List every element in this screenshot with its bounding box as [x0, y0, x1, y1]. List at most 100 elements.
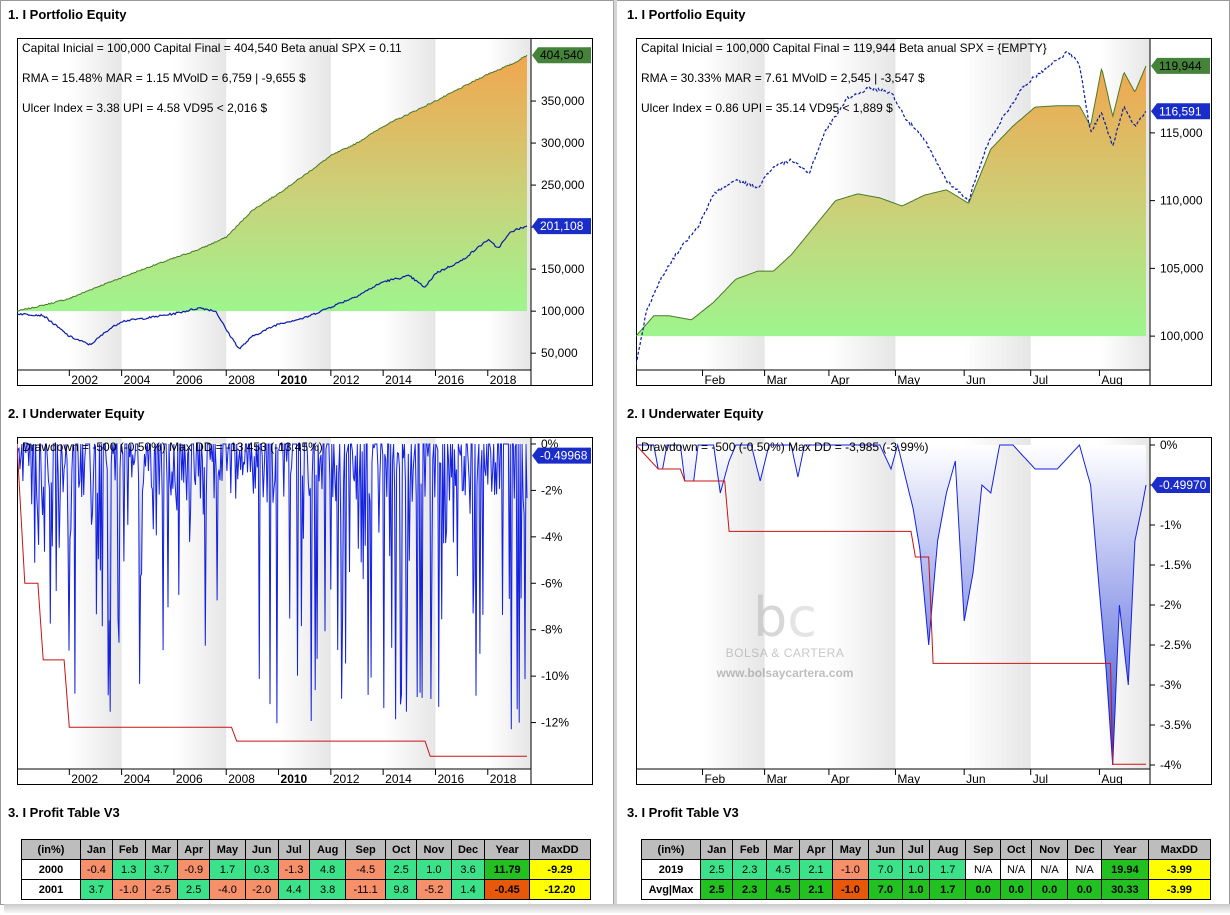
background-band [69, 39, 122, 370]
table-cell: 2.3 [732, 859, 767, 880]
column-header: Oct [999, 839, 1033, 860]
y-tick-label: 110,000 [1160, 194, 1203, 208]
column-header: Jun [868, 839, 903, 860]
table-cell: 0.0 [1066, 879, 1103, 900]
left-equity-chart[interactable]: 2002 2004 2006 2008 2010 2012 2014 2016 2018 50,0… [17, 38, 593, 386]
x-tick-label: 2016 [437, 373, 464, 386]
x-tick-label: 2012 [333, 772, 360, 785]
column-header: MaxDD [1147, 839, 1212, 860]
x-tick-label: 2018 [490, 772, 517, 785]
drawdown-value-badge-shape [1151, 477, 1210, 493]
left-underwater-chart[interactable]: 2002 2004 2006 2008 2010 2012 2014 2016 2018 0% -2… [17, 437, 593, 785]
column-header: Jan [699, 839, 734, 860]
column-header: (in%) [641, 839, 701, 860]
right-underwater-chart[interactable]: FebMarAprMayJunJulAug0%-0.5%-1%-1.5%-2%-… [636, 437, 1212, 785]
x-tick-label: Apr [831, 772, 850, 785]
x-tick-label: 2016 [437, 772, 464, 785]
x-tick-label: Jul [1033, 373, 1048, 386]
x-tick-label: 2008 [228, 772, 255, 785]
benchmark-value-badge-shape [532, 218, 591, 235]
column-header: (in%) [21, 839, 81, 860]
table-cell: -0.4 [80, 859, 113, 880]
column-header: Sep [344, 839, 387, 860]
column-header: Oct [385, 839, 418, 860]
x-tick-label: Mar [767, 772, 788, 785]
y-tick-label: 105,000 [1160, 261, 1204, 275]
column-header: Aug [929, 839, 967, 860]
column-header: Jul [901, 839, 931, 860]
table-cell: 1.7 [929, 879, 967, 900]
y-tick-label: 100,000 [1160, 329, 1204, 343]
table-cell: 7.0 [868, 859, 903, 880]
background-band [702, 438, 765, 769]
right-underwater-title: 2. I Underwater Equity [627, 406, 764, 421]
x-tick-label: Jun [966, 373, 985, 386]
column-header: Nov [1031, 839, 1068, 860]
table-cell: 2.5 [177, 879, 211, 900]
stats-line: RMA = 15.48% MAR = 1.15 MVolD = 6,759 | … [22, 71, 306, 85]
column-header: Mar [144, 839, 179, 860]
column-header: Dec [450, 839, 486, 860]
table-cell: 1.7 [209, 859, 246, 880]
row-label: 2000 [21, 859, 81, 880]
table-cell: -1.0 [831, 859, 870, 880]
equity-area [636, 65, 1146, 337]
y-tick-label: -4% [541, 530, 563, 544]
equity-value-badge: 119,944 [1151, 57, 1210, 74]
y-tick-label: -4% [1160, 758, 1182, 772]
column-header: Jan [80, 839, 113, 860]
table-cell: -12.20 [528, 879, 592, 900]
drawdown-value-badge-shape [532, 447, 591, 464]
equity-value-badge: 404,540 [532, 47, 591, 64]
benchmark-line [17, 225, 528, 350]
stats-line: Capital Inicial = 100,000 Capital Final … [641, 41, 1047, 55]
table-cell: 3.7 [80, 879, 113, 900]
table-cell: -2.5 [144, 879, 179, 900]
y-tick-label: -2.5% [1160, 638, 1192, 652]
table-cell: N/A [965, 859, 1001, 880]
row-label: 2001 [21, 879, 81, 900]
equity-value-badge-shape [1151, 57, 1210, 74]
table-cell: 4.8 [309, 859, 346, 880]
benchmark-value-badge: 201,108 [532, 218, 591, 235]
stats-line: Ulcer Index = 3.38 UPI = 4.58 VD95 < 2,0… [22, 101, 267, 115]
column-header: Feb [111, 839, 146, 860]
x-tick-label: Mar [767, 373, 788, 386]
drawdown-value-badge: -0.49970 [1151, 477, 1210, 493]
table-cell: 19.94 [1101, 859, 1149, 880]
x-tick-label: 2008 [228, 373, 255, 386]
right-equity-chart[interactable]: Feb Mar Apr May Jun Jul Aug 100,000 105,000 110,0… [636, 38, 1212, 386]
x-tick-label: Aug [1101, 373, 1122, 386]
table-cell: 2.5 [699, 879, 734, 900]
x-tick-label: 2010 [281, 373, 308, 386]
table-cell: 1.0 [901, 879, 931, 900]
x-tick-label: Jul [1033, 772, 1048, 785]
right-equity-title: 1. I Portfolio Equity [627, 7, 746, 22]
table-cell: -1.0 [831, 879, 870, 900]
x-tick-label: Aug [1101, 772, 1122, 785]
x-tick-label: 2002 [71, 772, 98, 785]
table-cell: 7.0 [868, 879, 903, 900]
y-tick-label: -3.5% [1160, 718, 1192, 732]
equity-value-badge-shape [532, 47, 591, 64]
table-cell: -0.9 [177, 859, 211, 880]
x-tick-label: Feb [705, 772, 726, 785]
x-tick-label: Jun [966, 772, 985, 785]
x-tick-label: Feb [705, 373, 726, 386]
row-label: Avg|Max [641, 879, 701, 900]
table-cell: -1.3 [277, 859, 311, 880]
drawdown-value-badge: -0.49968 [532, 447, 591, 464]
pane-splitter[interactable] [613, 0, 617, 904]
table-cell: 3.6 [450, 859, 486, 880]
drawdown-stats: Drawdown = -500 (-0.50%) Max DD = -3,985… [641, 440, 928, 454]
table-cell: -11.1 [344, 879, 387, 900]
column-header: Dec [1066, 839, 1103, 860]
y-tick-label: -2% [541, 483, 563, 497]
table-cell: -1.0 [111, 879, 146, 900]
table-cell: -0.45 [484, 879, 530, 900]
equity-area-edge [17, 54, 528, 312]
y-tick-label: 150,000 [541, 262, 585, 276]
background-band [173, 39, 227, 370]
left-profit-table: (in%) Jan Feb Mar Apr May Jun Jul Aug Sep Oct Nov De… [21, 839, 592, 900]
table-row: 2000 -0.4 1.3 3.7 -0.9 1.7 0.3 -1.3 4.8 -4.5 2.5 1.… [21, 859, 592, 880]
